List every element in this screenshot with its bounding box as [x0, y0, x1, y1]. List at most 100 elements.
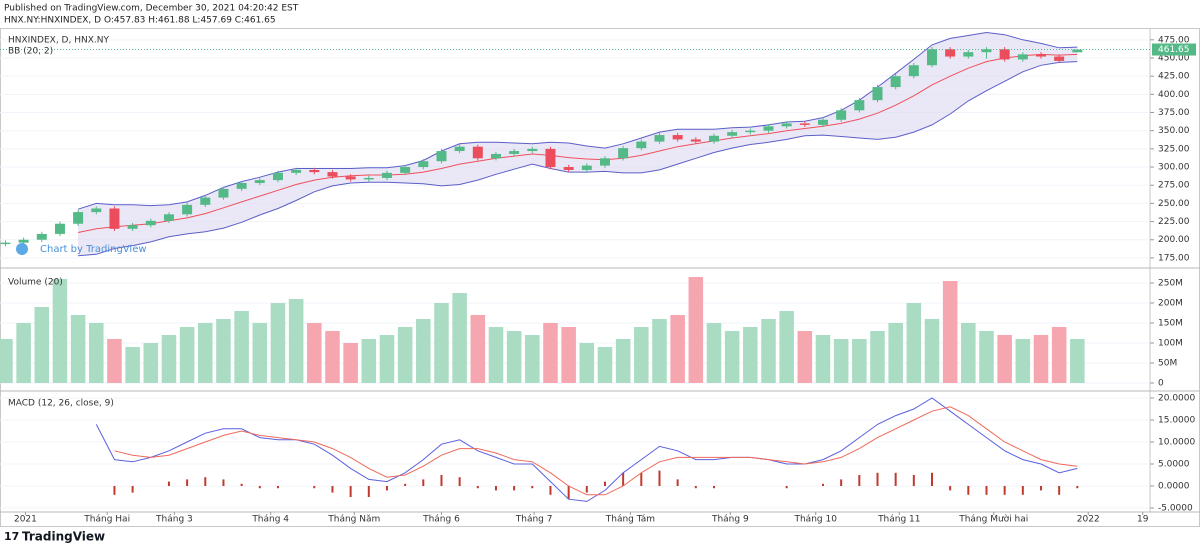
candle-body [690, 139, 701, 142]
x-tick-label: Tháng Năm [327, 515, 380, 525]
volume-bar [924, 319, 940, 383]
candle-body [345, 176, 356, 180]
volume-bar [379, 335, 395, 383]
volume-bar [70, 315, 86, 383]
volume-bar [416, 319, 431, 383]
y-tick-label: 15.0000 [1158, 416, 1195, 426]
y-tick-label: 150M [1158, 319, 1183, 329]
pane-title: Volume (20) [8, 278, 63, 288]
x-tick-label: Tháng 4 [251, 515, 289, 525]
candle-body [0, 242, 11, 245]
y-tick-label: 0 [1158, 379, 1164, 389]
indicator-label: BB (20, 2) [8, 47, 53, 57]
macd-line [95, 397, 1078, 502]
candle-body [1054, 56, 1065, 61]
candle-body [1072, 49, 1083, 53]
watermark: Chart by TradingView [16, 243, 147, 255]
candle-body [618, 148, 629, 159]
candle-body [836, 110, 847, 120]
y-tick-label: 5.0000 [1158, 460, 1190, 470]
x-tick-label: 2021 [14, 515, 37, 525]
volume-bar [179, 327, 195, 383]
candle-body [145, 220, 156, 226]
volume-bar [1070, 339, 1085, 383]
x-tick-label: 19 [1137, 515, 1149, 525]
volume-bar [997, 335, 1012, 383]
candle-body [727, 132, 738, 136]
candle-body [981, 49, 992, 53]
footer-logo: TradingView [22, 530, 105, 544]
volume-bar [979, 331, 994, 383]
volume-bar [688, 277, 704, 383]
volume-bar [0, 339, 13, 383]
y-tick-label: 425.00 [1158, 72, 1190, 82]
candle-body [291, 169, 302, 173]
watermark-icon [16, 243, 28, 255]
pane-title: HNXINDEX, D, HNX.NY [8, 36, 109, 46]
x-tick-label: Tháng 7 [515, 515, 553, 525]
candle-body [781, 123, 792, 127]
y-tick-label: 20.0000 [1158, 394, 1195, 404]
volume-bar [670, 315, 685, 383]
candle-body [91, 208, 102, 213]
candle-body [563, 167, 574, 170]
symbol-line: HNX.NY:HNXINDEX, D O:457.83 H:461.88 L:4… [4, 16, 276, 26]
footer-logo-mark: 17 [4, 530, 19, 543]
volume-bar [470, 315, 486, 383]
volume-bar [1051, 327, 1067, 383]
candle-body [381, 172, 392, 178]
volume-bar [797, 331, 813, 383]
volume-bar [143, 343, 159, 383]
pane-title: MACD (12, 26, close, 9) [8, 399, 114, 409]
y-tick-label: 100M [1158, 339, 1183, 349]
candle-body [418, 161, 429, 168]
candle-body [327, 172, 338, 177]
candle-body [309, 169, 320, 173]
volume-bar [34, 307, 50, 383]
candle-body [1017, 54, 1028, 60]
volume-bar [452, 293, 467, 383]
volume-bar [16, 323, 31, 383]
volume-bar [234, 311, 249, 383]
published-line: Published on TradingView.com, December 3… [4, 4, 299, 14]
band-fill [78, 32, 1078, 256]
volume-bar [561, 327, 576, 383]
volume-bar [833, 339, 849, 383]
x-tick-label: Tháng Tám [605, 515, 655, 525]
volume-bar [652, 319, 667, 383]
x-tick-label: Tháng 9 [711, 515, 749, 525]
candle-body [127, 225, 138, 229]
volume-bar [125, 347, 140, 383]
volume-bar [543, 323, 558, 383]
candle-body [890, 76, 901, 88]
volume-bar [307, 323, 322, 383]
volume-bar [779, 311, 794, 383]
volume-bar [1015, 339, 1031, 383]
y-tick-label: 0.0000 [1158, 482, 1190, 492]
volume-bar [743, 327, 758, 383]
y-tick-label: 50M [1158, 359, 1177, 369]
y-tick-label: 275.00 [1158, 181, 1190, 191]
candle-body [817, 119, 828, 125]
x-tick-label: Tháng 11 [877, 515, 920, 525]
y-tick-label: 375.00 [1158, 108, 1190, 118]
candle-body [708, 135, 719, 142]
y-tick-label: 325.00 [1158, 144, 1190, 154]
candle-body [999, 49, 1010, 60]
candle-body [745, 130, 756, 133]
y-tick-label: 250M [1158, 279, 1183, 289]
candle-body [945, 49, 956, 57]
band-lower [78, 61, 1078, 257]
candle-body [218, 188, 229, 198]
band-basis [78, 53, 1078, 233]
candle-body [599, 158, 610, 166]
x-tick-label: Tháng 10 [793, 515, 837, 525]
candle-body [472, 146, 483, 159]
x-tick-label: 2022 [1077, 515, 1100, 525]
candle-body [509, 151, 520, 154]
volume-bar [870, 331, 885, 383]
y-tick-label: 200.00 [1158, 235, 1190, 245]
y-tick-label: 175.00 [1158, 253, 1190, 263]
